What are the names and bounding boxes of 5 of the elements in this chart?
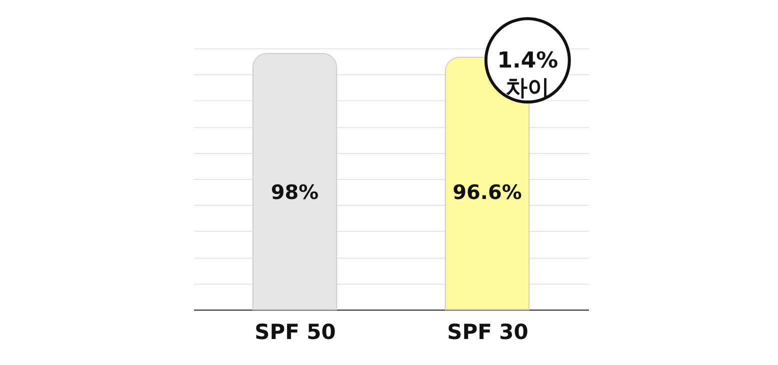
data-label: 96.6% — [452, 180, 522, 204]
x-tick-label: SPF 30 — [447, 320, 528, 344]
x-tick-label: SPF 50 — [254, 320, 336, 344]
annotation: 1.4% 차이 — [497, 48, 558, 102]
data-label: 98% — [270, 180, 319, 204]
